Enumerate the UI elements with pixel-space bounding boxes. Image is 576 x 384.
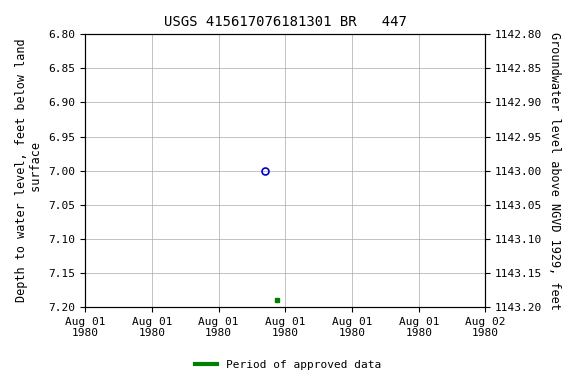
Legend: Period of approved data: Period of approved data xyxy=(191,356,385,375)
Y-axis label: Groundwater level above NGVD 1929, feet: Groundwater level above NGVD 1929, feet xyxy=(548,32,561,310)
Title: USGS 415617076181301 BR   447: USGS 415617076181301 BR 447 xyxy=(164,15,407,29)
Y-axis label: Depth to water level, feet below land
 surface: Depth to water level, feet below land su… xyxy=(15,39,43,303)
